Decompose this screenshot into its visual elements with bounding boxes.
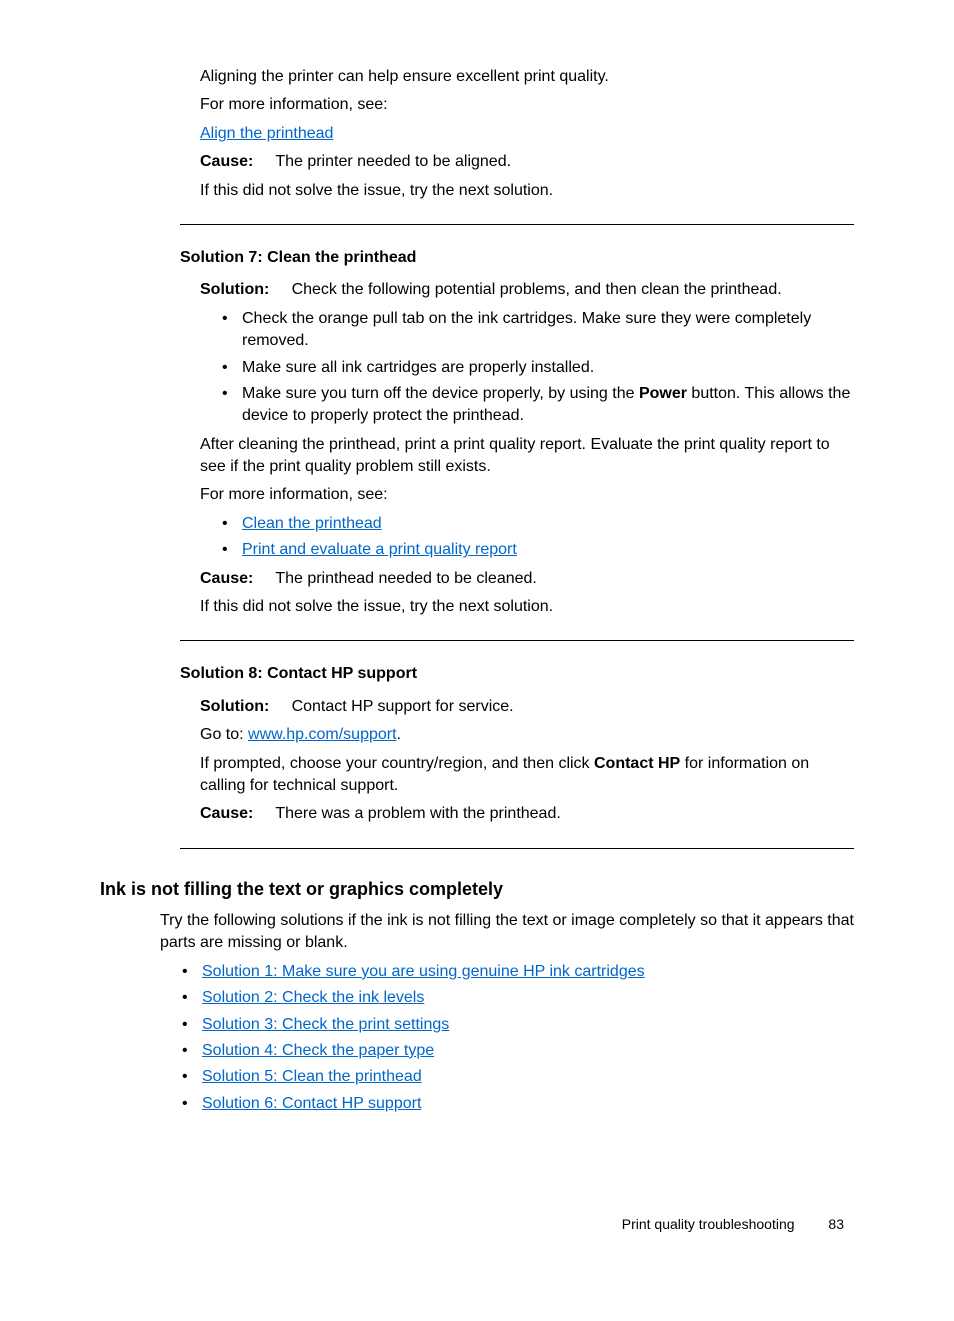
link-solution-5[interactable]: Solution 5: Clean the printhead [202, 1068, 422, 1085]
list-item: Print and evaluate a print quality repor… [222, 539, 854, 561]
solution-7-checklist: Check the orange pull tab on the ink car… [200, 308, 854, 428]
link-solution-4[interactable]: Solution 4: Check the paper type [202, 1042, 434, 1059]
link-solution-3[interactable]: Solution 3: Check the print settings [202, 1016, 449, 1033]
solution-7-heading: Solution 7: Clean the printhead [180, 247, 854, 269]
ink-solutions-list: Solution 1: Make sure you are using genu… [160, 961, 854, 1115]
divider [180, 224, 854, 225]
prompt-pre: If prompted, choose your country/region,… [200, 755, 594, 772]
list-item: Make sure all ink cartridges are properl… [222, 357, 854, 379]
divider [180, 848, 854, 849]
link-clean-printhead[interactable]: Clean the printhead [242, 515, 382, 532]
divider [180, 640, 854, 641]
cause-label: Cause: [200, 570, 253, 587]
ink-intro-text: Try the following solutions if the ink i… [160, 910, 854, 955]
goto-text: Go to: [200, 726, 248, 743]
link-solution-6[interactable]: Solution 6: Contact HP support [202, 1095, 421, 1112]
link-hp-support[interactable]: www.hp.com/support [248, 726, 397, 743]
cause-text: The printhead needed to be cleaned. [275, 570, 537, 587]
solution-7-links: Clean the printhead Print and evaluate a… [200, 513, 854, 562]
solution-label: Solution: [200, 281, 269, 298]
list-item: Check the orange pull tab on the ink car… [222, 308, 854, 353]
goto-post: . [397, 726, 401, 743]
solution-8-text: Contact HP support for service. [292, 698, 514, 715]
no-resolve-text: If this did not solve the issue, try the… [200, 596, 854, 618]
cause-text: There was a problem with the printhead. [275, 805, 560, 822]
ink-section-heading: Ink is not filling the text or graphics … [100, 877, 854, 902]
link-solution-1[interactable]: Solution 1: Make sure you are using genu… [202, 963, 645, 980]
footer-section-title: Print quality troubleshooting [622, 1216, 795, 1232]
contact-hp-label: Contact HP [594, 755, 680, 772]
list-item: Solution 4: Check the paper type [182, 1040, 854, 1062]
solution-label: Solution: [200, 698, 269, 715]
page-footer: Print quality troubleshooting 83 [100, 1215, 854, 1235]
link-align-printhead[interactable]: Align the printhead [200, 125, 333, 142]
solution-8-heading: Solution 8: Contact HP support [180, 663, 854, 685]
list-item: Solution 6: Contact HP support [182, 1093, 854, 1115]
intro-line-1: Aligning the printer can help ensure exc… [200, 66, 854, 88]
cause-label: Cause: [200, 153, 253, 170]
link-solution-2[interactable]: Solution 2: Check the ink levels [202, 989, 424, 1006]
list-item: Solution 3: Check the print settings [182, 1014, 854, 1036]
solution-7-text: Check the following potential problems, … [292, 281, 782, 298]
list-item: Solution 5: Clean the printhead [182, 1066, 854, 1088]
cause-label: Cause: [200, 805, 253, 822]
bullet-text-pre: Make sure you turn off the device proper… [242, 385, 639, 402]
list-item: Solution 2: Check the ink levels [182, 987, 854, 1009]
list-item: Make sure you turn off the device proper… [222, 383, 854, 428]
list-item: Clean the printhead [222, 513, 854, 535]
power-button-label: Power [639, 385, 687, 402]
intro-line-2: For more information, see: [200, 94, 854, 116]
no-resolve-text: If this did not solve the issue, try the… [200, 180, 854, 202]
more-info-text: For more information, see: [200, 484, 854, 506]
after-clean-text: After cleaning the printhead, print a pr… [200, 434, 854, 479]
cause-text: The printer needed to be aligned. [275, 153, 511, 170]
link-print-quality-report[interactable]: Print and evaluate a print quality repor… [242, 541, 517, 558]
footer-page-number: 83 [828, 1216, 844, 1232]
list-item: Solution 1: Make sure you are using genu… [182, 961, 854, 983]
